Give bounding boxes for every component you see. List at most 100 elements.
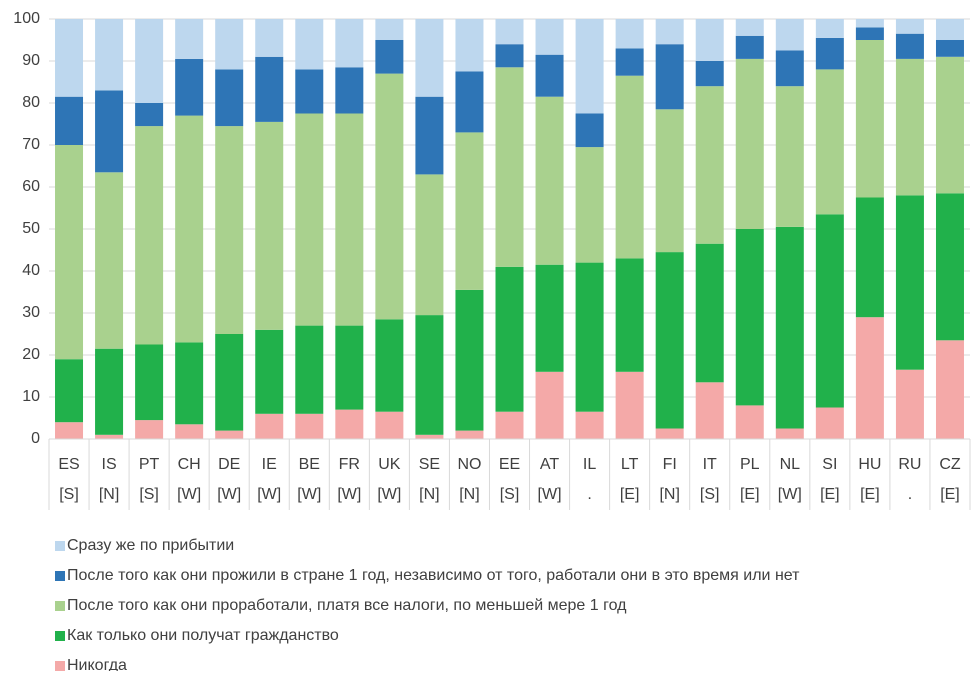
x-tick-label: PT bbox=[139, 456, 160, 473]
bar-segment bbox=[335, 67, 364, 114]
x-tick-sublabel: [E] bbox=[940, 486, 960, 503]
x-tick-sublabel: [E] bbox=[620, 486, 640, 503]
legend-label: Сразу же по прибытии bbox=[67, 537, 234, 554]
bar-segment bbox=[175, 424, 204, 439]
x-tick-sublabel: [W] bbox=[177, 486, 201, 503]
legend-label: После того как они проработали, платя вс… bbox=[67, 597, 627, 614]
bar-segment bbox=[295, 413, 324, 439]
x-tick-label: PL bbox=[740, 456, 760, 473]
x-tick-sublabel: [E] bbox=[740, 486, 760, 503]
x-tick-label: IE bbox=[262, 456, 277, 473]
bar-segment bbox=[575, 262, 604, 412]
bar-segment bbox=[375, 40, 404, 74]
x-tick-label: EE bbox=[499, 456, 520, 473]
bar-segment bbox=[215, 19, 244, 70]
bar-segment bbox=[695, 243, 724, 383]
bar-segment bbox=[775, 86, 804, 227]
bar-segment bbox=[935, 56, 964, 194]
bar-segment bbox=[455, 132, 484, 290]
bar-segment bbox=[415, 434, 444, 439]
bar-segment bbox=[135, 420, 164, 439]
x-tick-label: IT bbox=[703, 456, 717, 473]
bar-segment bbox=[255, 413, 284, 439]
x-tick-sublabel: [S] bbox=[700, 486, 720, 503]
x-tick-label: FR bbox=[339, 456, 360, 473]
bar-segment bbox=[855, 27, 884, 40]
bar-segment bbox=[55, 96, 84, 145]
bar-segment bbox=[615, 75, 644, 259]
bar-segment bbox=[55, 359, 84, 423]
bar-segment bbox=[655, 109, 684, 253]
bar-segment bbox=[495, 266, 524, 412]
bar-segment bbox=[535, 54, 564, 97]
bar-segment bbox=[55, 422, 84, 439]
bar-segment bbox=[455, 430, 484, 439]
x-tick-sublabel: [W] bbox=[217, 486, 241, 503]
x-tick-sublabel: [N] bbox=[99, 486, 119, 503]
bar-segment bbox=[855, 197, 884, 318]
bar-segment bbox=[575, 411, 604, 439]
bar-segment bbox=[175, 342, 204, 425]
bar-segment bbox=[495, 67, 524, 267]
x-tick-label: BE bbox=[299, 456, 320, 473]
y-tick-label: 90 bbox=[22, 52, 40, 69]
bar-segment bbox=[375, 411, 404, 439]
x-tick-label: CH bbox=[178, 456, 201, 473]
bar-segment bbox=[735, 405, 764, 439]
bar-segment bbox=[815, 19, 844, 38]
bar-segment bbox=[175, 58, 204, 116]
legend-label: Как только они получат гражданство bbox=[67, 627, 339, 644]
bar-segment bbox=[655, 44, 684, 110]
x-tick-label: RU bbox=[898, 456, 921, 473]
bar-segment bbox=[215, 126, 244, 334]
x-tick-sublabel: [W] bbox=[337, 486, 361, 503]
bar-segment bbox=[415, 19, 444, 97]
x-tick-sublabel: [N] bbox=[459, 486, 479, 503]
x-tick-label: IL bbox=[583, 456, 596, 473]
bar-segment bbox=[295, 19, 324, 70]
x-tick-label: LT bbox=[621, 456, 639, 473]
bar-segment bbox=[135, 126, 164, 345]
bar-segment bbox=[935, 340, 964, 439]
bar-segment bbox=[815, 214, 844, 408]
bar-segment bbox=[295, 69, 324, 114]
bar-segment bbox=[95, 434, 124, 439]
bar-segment bbox=[95, 172, 124, 349]
bar-segment bbox=[735, 35, 764, 59]
bar-segment bbox=[775, 226, 804, 429]
x-tick-label: ES bbox=[58, 456, 79, 473]
x-tick-label: FI bbox=[663, 456, 677, 473]
bar-segment bbox=[135, 344, 164, 421]
bar-segment bbox=[815, 37, 844, 70]
bar-segment bbox=[455, 19, 484, 72]
bar-segment bbox=[655, 19, 684, 45]
x-tick-label: HU bbox=[858, 456, 881, 473]
bar-segment bbox=[95, 348, 124, 435]
bar-segment bbox=[415, 315, 444, 435]
y-tick-label: 80 bbox=[22, 94, 40, 111]
bar-segment bbox=[575, 19, 604, 114]
bar-segment bbox=[575, 113, 604, 148]
bar-segment bbox=[375, 19, 404, 40]
bar-segment bbox=[215, 430, 244, 439]
bar-segment bbox=[335, 409, 364, 439]
bar-segment bbox=[295, 113, 324, 326]
bar-segment bbox=[815, 69, 844, 215]
bar-segment bbox=[615, 371, 644, 439]
bar-segment bbox=[895, 58, 924, 196]
bar-segment bbox=[895, 33, 924, 59]
bar-segment bbox=[615, 19, 644, 49]
x-tick-label: SI bbox=[822, 456, 837, 473]
x-tick-sublabel: [W] bbox=[377, 486, 401, 503]
bar-segment bbox=[335, 325, 364, 410]
bar-segment bbox=[775, 50, 804, 87]
bar-segment bbox=[295, 325, 324, 414]
legend-swatch bbox=[55, 661, 65, 671]
x-tick-label: NL bbox=[780, 456, 801, 473]
x-tick-sublabel: [W] bbox=[538, 486, 562, 503]
bar-segment bbox=[935, 19, 964, 40]
bar-segment bbox=[735, 229, 764, 406]
y-tick-label: 0 bbox=[31, 430, 40, 447]
bar-segment bbox=[495, 411, 524, 439]
